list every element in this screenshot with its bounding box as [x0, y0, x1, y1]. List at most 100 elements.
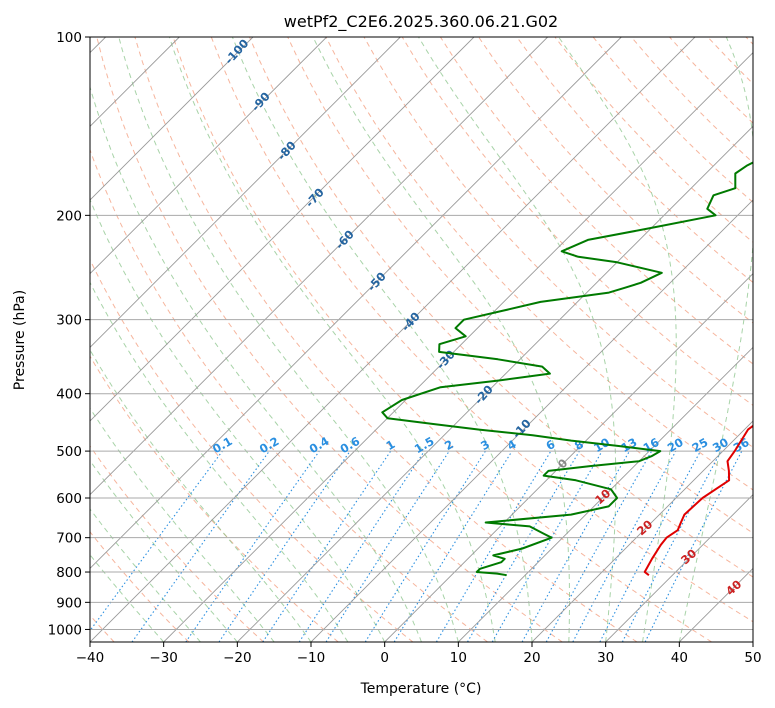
dry-adiabat-line [172, 37, 712, 642]
moist-adiabat-line [90, 349, 312, 642]
mixing-ratio-line [467, 450, 580, 642]
dry-adiabat-label: 30 [678, 546, 699, 567]
mixing-ratio-label: 25 [690, 435, 711, 455]
dry-adiabat-line [401, 37, 753, 406]
dry-adiabat-line [134, 37, 638, 642]
mixing-ratio-line [185, 450, 320, 642]
y-tick-label: 500 [56, 444, 82, 460]
moist-adiabat-line [90, 198, 386, 642]
isotherm-line [531, 420, 753, 642]
moist-adiabat-line [168, 37, 496, 642]
x-tick-label: −10 [297, 650, 326, 666]
moist-adiabat-label: -100 [222, 36, 252, 67]
mixing-ratio-label: 30 [710, 435, 731, 455]
mixing-ratio-label: 1.5 [412, 434, 437, 456]
moist-adiabat-line [312, 37, 570, 642]
isotherm-line [90, 37, 401, 348]
moist-adiabat-line [118, 37, 459, 642]
moist-adiabat-line [90, 281, 349, 642]
isotherm-line [90, 37, 475, 422]
isotherm-line [384, 273, 753, 642]
mixing-ratio-label: 13 [619, 435, 640, 455]
isotherm-line [90, 37, 696, 642]
chart-title: wetPf2_C2E6.2025.360.06.21.G02 [284, 12, 558, 32]
dry-adiabat-line [554, 37, 753, 243]
isotherm-line [237, 125, 753, 642]
isotherm-line [90, 37, 548, 496]
moist-adiabat-line [90, 554, 165, 642]
mixing-ratio-line [393, 450, 513, 642]
y-tick-label: 700 [56, 531, 82, 547]
moist-adiabat-line [231, 37, 533, 642]
isotherm-line [752, 641, 753, 642]
isotherm-line [90, 37, 327, 275]
y-tick-label: 1000 [48, 622, 82, 638]
moist-adiabat-line [90, 459, 238, 642]
dry-adiabat-line [210, 37, 753, 623]
x-axis-ticks: −40 −30 −20 −10 0 10 20 30 40 50 [76, 642, 762, 666]
dry-adiabat-line [707, 37, 753, 85]
mixing-ratio-label: 0.6 [338, 434, 363, 456]
x-tick-label: −40 [76, 650, 105, 666]
profile-lines [381, 161, 753, 577]
x-tick-label: −30 [149, 650, 178, 666]
y-tick-label: 100 [56, 30, 82, 46]
moist-adiabat-line [418, 37, 617, 642]
x-tick-label: 50 [744, 650, 761, 666]
mixing-ratio-line [364, 450, 486, 642]
dry-adiabat-line [478, 37, 753, 324]
y-tick-label: 200 [56, 208, 82, 224]
mixing-ratio-line [298, 450, 425, 642]
y-axis-label: Pressure (hPa) [12, 290, 28, 390]
mixing-ratio-label: 20 [665, 435, 686, 455]
plot-frame [89, 36, 754, 643]
dry-adiabat-line [90, 355, 339, 642]
x-tick-label: 40 [671, 650, 688, 666]
isotherm-line [605, 494, 753, 642]
moist-adiabat-line [90, 508, 201, 642]
dry-adiabat-line [90, 445, 264, 642]
isotherm-line [90, 37, 254, 201]
dry-adiabat-line [90, 148, 488, 642]
mixing-ratio-line [545, 450, 653, 642]
moist-adiabat-line [90, 407, 275, 642]
mixing-ratio-line [644, 450, 743, 642]
mixing-ratio-label: 0.1 [210, 434, 235, 456]
temperature-profile-line [643, 424, 753, 576]
isotherm-line [458, 346, 753, 642]
mixing-ratio-label: 0.2 [257, 434, 282, 456]
mixing-ratio-line [325, 450, 450, 642]
mixing-ratio-line [521, 450, 630, 642]
dry-adiabat-line [90, 258, 414, 642]
moist-adiabat-label: -10 [509, 416, 533, 441]
x-tick-label: 20 [523, 650, 540, 666]
y-tick-label: 900 [56, 595, 82, 611]
dry-adiabat-line [96, 37, 563, 642]
x-tick-label: −20 [223, 650, 252, 666]
dewpoint-profile-line [381, 161, 753, 577]
moist-adiabat-label: -90 [248, 89, 272, 114]
isotherm-line [90, 37, 622, 569]
dry-adiabat-line [90, 531, 190, 642]
dry-adiabat-line [287, 37, 753, 534]
isotherm-line [310, 199, 753, 642]
x-tick-label: 10 [450, 650, 467, 666]
moist-adiabat-line [558, 37, 677, 642]
mixing-ratio-line [90, 450, 223, 632]
dry-adiabat-label: 20 [634, 517, 655, 538]
y-axis-ticks: 100 200 300 400 500 600 700 800 900 1000 [48, 30, 90, 638]
mixing-ratio-line [131, 450, 270, 642]
isotherm-line [163, 52, 753, 642]
x-axis-label: Temperature (°C) [360, 681, 482, 697]
mixing-ratio-line [262, 450, 392, 642]
y-tick-label: 800 [56, 565, 82, 581]
dry-adiabat-line [249, 37, 753, 578]
dry-adiabat-line [439, 37, 753, 365]
moist-adiabat-label: -20 [471, 382, 495, 407]
moist-adiabat-line [90, 85, 422, 642]
x-tick-label: 0 [380, 650, 389, 666]
mixing-ratio-line [435, 450, 552, 642]
background-lines [90, 37, 753, 642]
y-tick-label: 300 [56, 313, 82, 329]
